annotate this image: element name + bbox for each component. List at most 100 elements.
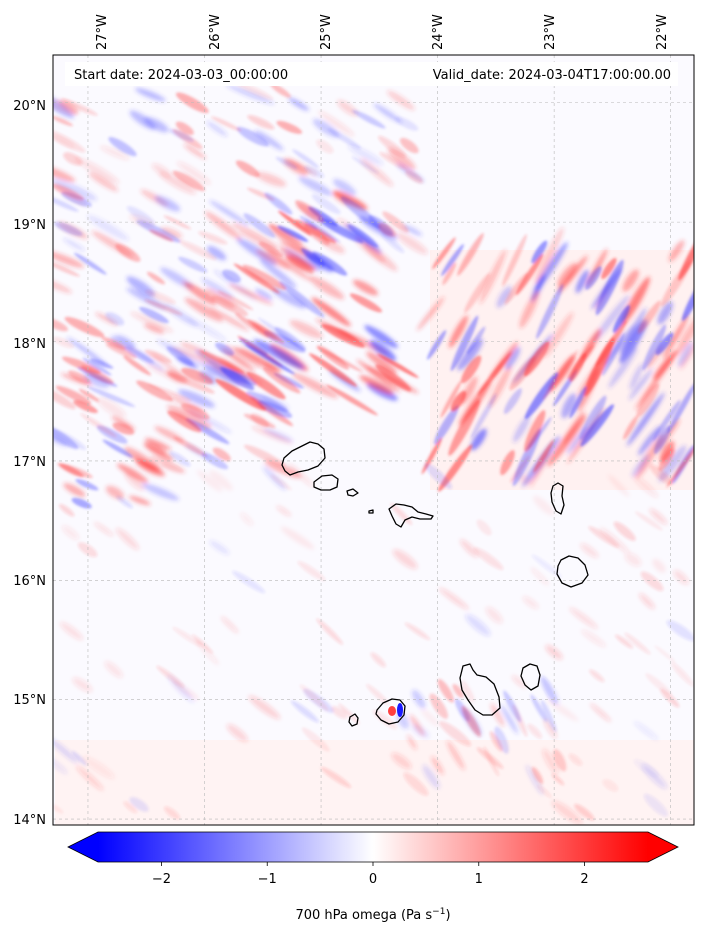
descent-streak [381, 233, 405, 253]
ascent-streak [457, 233, 484, 276]
descent-streak [203, 364, 242, 387]
ascent-streak [331, 706, 348, 719]
ascent-streak [97, 398, 126, 418]
ascent-streak [144, 349, 172, 363]
ascent-streak [590, 703, 612, 722]
ascent-streak [395, 232, 428, 255]
ascent-streak [588, 526, 619, 548]
ascent-streak [53, 116, 73, 127]
ascent-streak [542, 748, 559, 775]
ascent-streak [297, 561, 326, 581]
ascent-streak [439, 721, 472, 747]
ascent-streak [231, 222, 280, 250]
descent-streak [136, 220, 181, 243]
ascent-streak [522, 596, 539, 609]
descent-streak [243, 213, 276, 238]
lon-label-27w: 27°W [95, 14, 110, 50]
ascent-streak [243, 413, 276, 428]
ascent-streak [198, 231, 228, 245]
ascent-streak [59, 622, 84, 641]
ascent-streak [500, 450, 515, 476]
ascent-streak [288, 463, 314, 488]
ascent-streak [429, 693, 449, 719]
descent-streak [169, 129, 194, 142]
descent-streak [116, 496, 133, 509]
ascent-streak [337, 100, 358, 117]
ascent-streak [533, 439, 555, 473]
ascent-streak [387, 148, 416, 170]
ascent-streak [543, 312, 574, 358]
colorbar: −2 −1 0 1 2 700 hPa omega (Pa s−1) [67, 831, 679, 923]
ascent-streak [639, 593, 655, 610]
ascent-streak [416, 296, 445, 331]
ascent-streak [589, 669, 605, 683]
ascent-streak [72, 677, 93, 693]
longitude-labels: 27°W 26°W 25°W 24°W 23°W 22°W [95, 14, 670, 50]
ascent-streak [209, 307, 250, 331]
ascent-streak [180, 403, 210, 420]
ascent-streak [151, 163, 172, 178]
ascent-streak [533, 495, 555, 516]
ascent-streak [53, 183, 85, 201]
descent-streak [135, 87, 166, 102]
ascent-streak [123, 355, 151, 376]
descent-streak [403, 224, 423, 236]
ascent-streak [420, 708, 440, 727]
valid-date-label: Valid_date: 2024-03-04T17:00:00.00 [433, 68, 671, 83]
ascent-streak [654, 645, 676, 663]
ascent-streak [268, 224, 303, 245]
coastline-brava [348, 713, 359, 727]
descent-streak [575, 269, 589, 294]
ascent-streak [530, 451, 551, 485]
ascent-streak [78, 388, 100, 402]
ascent-streak [531, 766, 544, 784]
ascent-streak [53, 260, 80, 277]
descent-streak [87, 386, 136, 408]
wave-streaks-fine [53, 80, 694, 821]
ascent-streak [53, 128, 86, 153]
ascent-streak [256, 172, 287, 187]
descent-streak [626, 392, 665, 447]
descent-streak [71, 497, 92, 509]
ascent-streak [149, 229, 174, 242]
descent-streak [642, 324, 667, 371]
ascent-streak [632, 474, 659, 498]
ascent-streak [392, 549, 418, 570]
descent-streak [257, 400, 293, 418]
descent-streak [82, 357, 112, 376]
descent-streak [259, 259, 297, 289]
ascent-streak [405, 170, 423, 184]
ascent-streak [678, 227, 694, 281]
ascent-streak [404, 622, 430, 640]
descent-streak [209, 540, 230, 555]
ascent-streak [634, 511, 663, 531]
latitude-labels: 20°N 19°N 18°N 17°N 16°N 15°N 14°N [13, 99, 46, 828]
ascent-streak [144, 299, 183, 316]
colorbar-tick-label: −2 [152, 872, 171, 887]
ascent-streak [276, 120, 303, 134]
ascent-streak [448, 315, 468, 348]
colorbar-extend-low [68, 832, 98, 862]
ascent-streak [452, 683, 464, 698]
ascent-streak [489, 731, 503, 752]
descent-streak [395, 116, 419, 131]
ascent-streak [557, 255, 588, 294]
ascent-streak [461, 355, 482, 384]
ascent-streak [511, 675, 527, 689]
ascent-streak [599, 527, 630, 554]
descent-streak [608, 347, 638, 389]
ascent-streak [53, 337, 74, 348]
descent-streak [681, 276, 694, 321]
ascent-streak [524, 341, 550, 377]
ascent-streak [502, 234, 527, 287]
ascent-streak [637, 300, 661, 334]
ascent-streak [309, 276, 345, 300]
descent-streak [655, 332, 674, 356]
descent-streak [206, 245, 227, 261]
descent-streak [291, 700, 319, 723]
ascent-streak [621, 276, 650, 325]
ascent-streak [375, 364, 412, 392]
ascent-streak [100, 146, 130, 160]
